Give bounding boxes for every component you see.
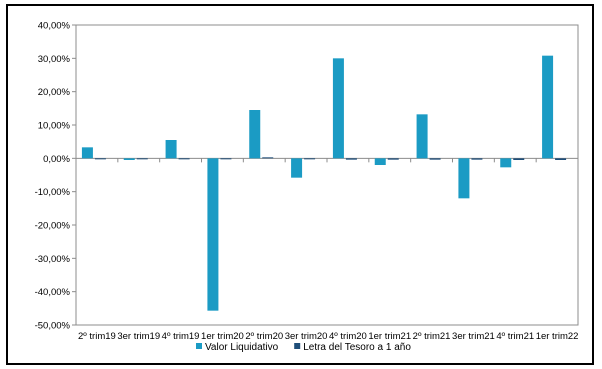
bar-letra-tesoro bbox=[429, 158, 441, 160]
chart-frame: -50,00% -40,00% -30,00% -20,00% -10,00% 0,00%… bbox=[6, 4, 594, 365]
y-tick-label: -20,00% bbox=[35, 221, 71, 232]
legend-swatch bbox=[294, 343, 301, 349]
x-tick-label: 1er trim21 bbox=[368, 331, 411, 342]
x-tick-label: 4º trim21 bbox=[496, 331, 534, 342]
x-tick-label: 4º trim19 bbox=[162, 331, 200, 342]
bar-valor-liquidativo bbox=[500, 158, 512, 168]
bar-valor-liquidativo bbox=[291, 158, 303, 178]
bars bbox=[81, 55, 567, 311]
y-tick-label: -50,00% bbox=[35, 321, 71, 332]
bar-letra-tesoro bbox=[555, 158, 567, 160]
x-tick-label: 2º trim20 bbox=[245, 331, 283, 342]
bar-letra-tesoro bbox=[262, 157, 274, 159]
legend: Valor Liquidativo Letra del Tesoro a 1 añ… bbox=[196, 342, 411, 353]
bar-valor-liquidativo bbox=[458, 158, 470, 199]
bar-valor-liquidativo bbox=[249, 110, 261, 159]
bar-letra-tesoro bbox=[94, 158, 106, 160]
y-tick-label: 0,00% bbox=[43, 154, 70, 165]
x-tick-label: 3er trim19 bbox=[117, 331, 160, 342]
x-tick-label: 3er trim21 bbox=[452, 331, 495, 342]
bar-valor-liquidativo bbox=[207, 158, 219, 311]
bar-valor-liquidativo bbox=[542, 55, 554, 159]
bar-valor-liquidativo bbox=[332, 58, 344, 159]
y-tick-label: 10,00% bbox=[38, 121, 71, 132]
y-tick-label: -10,00% bbox=[35, 187, 71, 198]
x-tick-label: 3er trim20 bbox=[285, 331, 328, 342]
x-tick-label: 4º trim20 bbox=[329, 331, 367, 342]
x-tick-label: 2º trim21 bbox=[413, 331, 451, 342]
legend-swatch bbox=[196, 343, 202, 349]
bar-letra-tesoro bbox=[178, 158, 190, 160]
y-tick-label: 20,00% bbox=[38, 87, 71, 98]
bar-valor-liquidativo bbox=[374, 158, 386, 165]
legend-label: Valor Liquidativo bbox=[205, 342, 279, 353]
legend-label: Letra del Tesoro a 1 año bbox=[303, 342, 411, 353]
bar-letra-tesoro bbox=[136, 158, 148, 160]
bar-letra-tesoro bbox=[304, 158, 316, 160]
y-tick-label: -30,00% bbox=[35, 254, 71, 265]
y-tick-label: -40,00% bbox=[35, 287, 71, 298]
bar-letra-tesoro bbox=[220, 158, 232, 160]
y-tick-label: 40,00% bbox=[38, 21, 71, 32]
bar-letra-tesoro bbox=[345, 158, 357, 160]
bar-letra-tesoro bbox=[513, 158, 525, 160]
bar-chart: -50,00% -40,00% -30,00% -20,00% -10,00% 0,00%… bbox=[35, 21, 579, 353]
x-tick-label: 1er trim22 bbox=[536, 331, 579, 342]
x-axis: 2º trim19 3er trim19 4º trim19 1er trim20 2º… bbox=[75, 158, 579, 342]
x-tick-label: 1er trim20 bbox=[201, 331, 244, 342]
y-tick-label: 30,00% bbox=[38, 54, 71, 65]
plot-area bbox=[75, 24, 579, 326]
bar-valor-liquidativo bbox=[123, 158, 135, 160]
bar-letra-tesoro bbox=[471, 158, 483, 160]
plot-border bbox=[75, 24, 579, 326]
x-tick-label: 2º trim19 bbox=[78, 331, 116, 342]
bar-valor-liquidativo bbox=[416, 114, 428, 159]
bar-valor-liquidativo bbox=[81, 147, 93, 159]
bar-letra-tesoro bbox=[387, 158, 399, 160]
bar-valor-liquidativo bbox=[165, 140, 177, 159]
y-axis: -50,00% -40,00% -30,00% -20,00% -10,00% 0,00%… bbox=[35, 21, 578, 332]
